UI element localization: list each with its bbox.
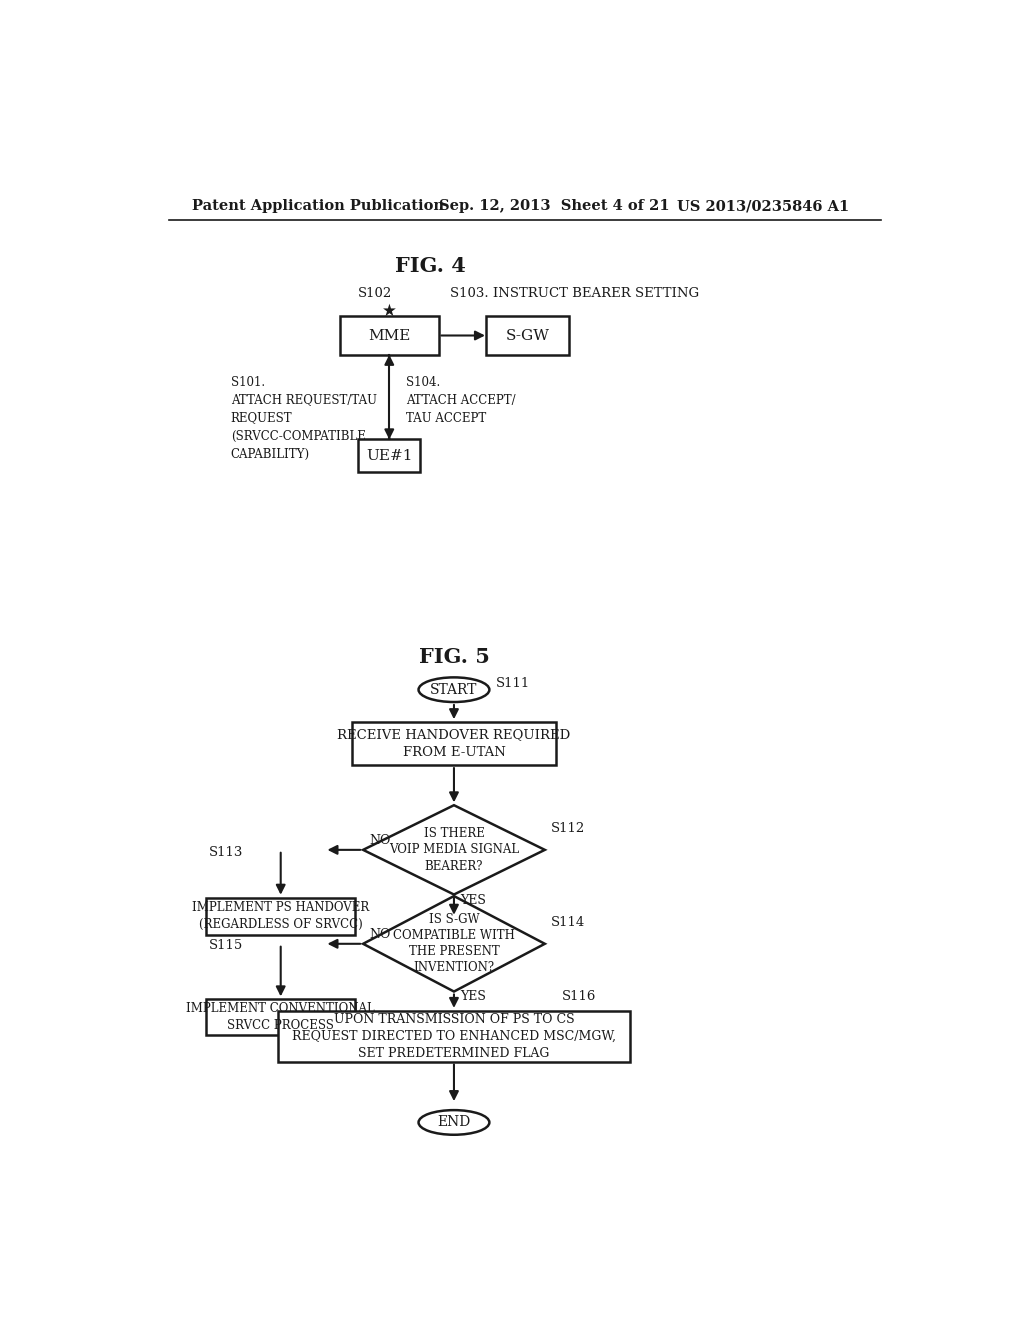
Polygon shape [364, 805, 545, 895]
Text: Patent Application Publication: Patent Application Publication [193, 199, 444, 213]
FancyBboxPatch shape [279, 1011, 630, 1061]
Text: US 2013/0235846 A1: US 2013/0235846 A1 [677, 199, 850, 213]
Text: S-GW: S-GW [506, 329, 550, 342]
Text: S101.
ATTACH REQUEST/TAU
REQUEST
(SRVCC-COMPATIBLE
CAPABILITY): S101. ATTACH REQUEST/TAU REQUEST (SRVCC-… [230, 376, 377, 461]
Text: S115: S115 [209, 939, 244, 952]
Text: START: START [430, 682, 477, 697]
Text: ★: ★ [382, 302, 396, 319]
Text: S114: S114 [551, 916, 586, 929]
Text: NO: NO [370, 834, 390, 847]
Text: S104.
ATTACH ACCEPT/
TAU ACCEPT: S104. ATTACH ACCEPT/ TAU ACCEPT [407, 376, 516, 425]
Polygon shape [364, 896, 545, 991]
Text: IS THERE
VOIP MEDIA SIGNAL
BEARER?: IS THERE VOIP MEDIA SIGNAL BEARER? [389, 826, 519, 873]
Text: MME: MME [368, 329, 411, 342]
Text: FIG. 5: FIG. 5 [419, 647, 489, 668]
Text: YES: YES [460, 990, 486, 1003]
Text: END: END [437, 1115, 471, 1130]
Text: RECEIVE HANDOVER REQUIRED
FROM E-UTAN: RECEIVE HANDOVER REQUIRED FROM E-UTAN [337, 729, 570, 759]
Text: IMPLEMENT CONVENTIONAL
SRVCC PROCESS: IMPLEMENT CONVENTIONAL SRVCC PROCESS [186, 1002, 375, 1032]
Text: S102: S102 [358, 286, 392, 300]
FancyBboxPatch shape [358, 440, 420, 471]
FancyBboxPatch shape [340, 317, 438, 355]
Text: UE#1: UE#1 [366, 449, 413, 462]
Text: YES: YES [460, 894, 486, 907]
Text: S112: S112 [551, 822, 586, 834]
Text: S103. INSTRUCT BEARER SETTING: S103. INSTRUCT BEARER SETTING [451, 286, 699, 300]
Ellipse shape [419, 1110, 489, 1135]
Text: UPON TRANSMISSION OF PS TO CS
REQUEST DIRECTED TO ENHANCED MSC/MGW,
SET PREDETER: UPON TRANSMISSION OF PS TO CS REQUEST DI… [292, 1012, 616, 1060]
FancyBboxPatch shape [486, 317, 569, 355]
Text: S111: S111 [497, 677, 530, 690]
Text: NO: NO [370, 928, 390, 941]
FancyBboxPatch shape [352, 722, 556, 766]
FancyBboxPatch shape [206, 898, 355, 935]
Text: FIG. 4: FIG. 4 [395, 256, 466, 276]
Ellipse shape [419, 677, 489, 702]
Text: S113: S113 [209, 846, 244, 859]
Text: IMPLEMENT PS HANDOVER
(REGARDLESS OF SRVCC): IMPLEMENT PS HANDOVER (REGARDLESS OF SRV… [193, 902, 370, 931]
Text: IS S-GW
COMPATIBLE WITH
THE PRESENT
INVENTION?: IS S-GW COMPATIBLE WITH THE PRESENT INVE… [393, 913, 515, 974]
Text: S116: S116 [562, 990, 596, 1003]
Text: Sep. 12, 2013  Sheet 4 of 21: Sep. 12, 2013 Sheet 4 of 21 [438, 199, 670, 213]
FancyBboxPatch shape [206, 999, 355, 1035]
